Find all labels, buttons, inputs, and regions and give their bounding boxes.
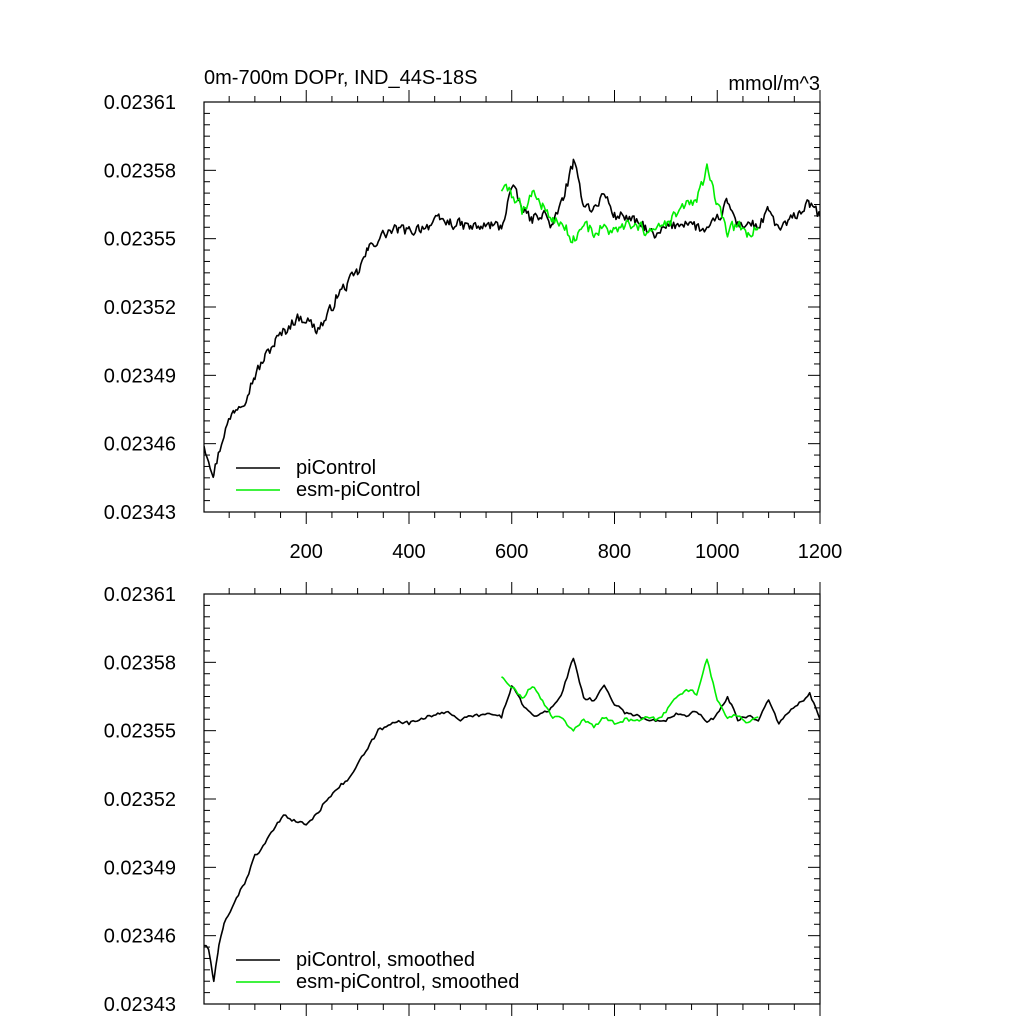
plot-frame (203, 101, 821, 513)
y-tick-label: 0.02352 (104, 789, 176, 811)
y-tick-label: 0.02343 (104, 502, 176, 524)
plot-frame (203, 593, 821, 1005)
legend-label: piControl, smoothed (296, 949, 475, 971)
top-panel: 0.02343 0.02346 0.02349 0.02352 0.02355 0.023… (104, 90, 843, 563)
series-line-esm-picontrol-smoothed (501, 658, 759, 732)
y-tick-label: 0.02349 (104, 857, 176, 879)
y-tick-label: 0.02349 (104, 365, 176, 387)
y-tick-label: 0.02346 (104, 926, 176, 948)
y-tick-label: 0.02358 (104, 160, 176, 182)
chart-title: 0m-700m DOPr, IND_44S-18S (204, 67, 477, 89)
legend-label: esm-piControl (296, 479, 420, 501)
legend-label: piControl (296, 457, 376, 479)
x-tick-label: 600 (495, 541, 528, 563)
x-tick-label: 400 (392, 541, 425, 563)
x-tick-label: 1200 (798, 541, 843, 563)
y-tick-label: 0.02343 (104, 994, 176, 1016)
y-tick-label: 0.02346 (104, 434, 176, 456)
x-tick-label: 800 (598, 541, 631, 563)
units-label: mmol/m^3 (728, 73, 820, 95)
y-tick-label: 0.02358 (104, 652, 176, 674)
y-tick-label: 0.02355 (104, 721, 176, 743)
x-tick-label: 1000 (695, 541, 740, 563)
series-line-picontrol-smoothed (204, 657, 820, 983)
series-line-picontrol (204, 158, 820, 479)
y-tick-label: 0.02361 (104, 584, 176, 606)
x-tick-label: 200 (290, 541, 323, 563)
legend-label: esm-piControl, smoothed (296, 971, 519, 993)
y-tick-label: 0.02361 (104, 92, 176, 114)
bottom-panel: 0.02343 0.02346 0.02349 0.02352 0.02355 0.023… (104, 582, 821, 1016)
series-line-esm-picontrol (500, 163, 760, 244)
y-tick-label: 0.02352 (104, 297, 176, 319)
y-tick-label: 0.02355 (104, 229, 176, 251)
